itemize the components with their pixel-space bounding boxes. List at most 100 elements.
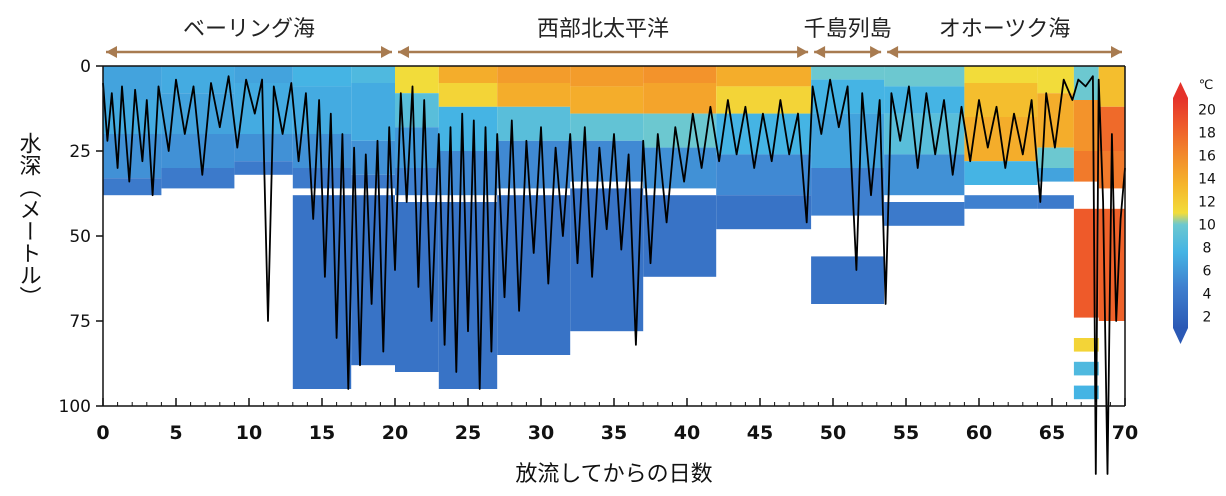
colorbar-bottom-arrow	[1173, 328, 1188, 344]
heatmap-cell	[1073, 361, 1099, 376]
heatmap-cell	[1037, 147, 1074, 168]
depth-trace-line	[102, 75, 1126, 475]
heatmap-cell	[570, 113, 644, 141]
heatmap-cell	[438, 66, 498, 83]
colorbar-tick-label: 18	[1198, 126, 1216, 142]
y-tick-label: 100	[59, 397, 91, 417]
x-tick-label: 25	[455, 422, 481, 444]
y-tick-label: 0	[80, 57, 91, 77]
heatmap-cell	[811, 113, 885, 168]
heatmap-cell	[395, 168, 439, 196]
heatmap-cell	[438, 151, 498, 196]
heatmap-cell	[161, 66, 235, 94]
region-label: ベーリング海	[183, 17, 315, 42]
x-tick-label: 40	[674, 422, 700, 444]
x-tick-label: 20	[382, 422, 408, 444]
heatmap-cell	[1073, 151, 1099, 182]
heatmap-cell	[964, 83, 1038, 117]
region-arrowhead-right	[870, 46, 882, 58]
heatmap-cell	[716, 154, 812, 196]
colorbar-tick-label: 4	[1203, 287, 1212, 303]
heatmap-cell	[351, 66, 395, 83]
heatmap-cell	[570, 86, 644, 114]
colorbar-tick-label: 16	[1198, 149, 1216, 165]
region-arrowhead-right	[797, 46, 809, 58]
axes: 0 5 10 15 20 25 30 35 40 45 50 55 60 65 70 0 25 50 75 100	[59, 57, 1139, 444]
heatmap-cell	[1098, 66, 1125, 107]
region-label: 千島列島	[804, 17, 892, 42]
region-arrowhead-right	[1111, 46, 1122, 58]
heatmap-cell	[292, 66, 352, 87]
x-tick-label: 5	[169, 422, 182, 444]
colorbar-tick-label: 6	[1203, 264, 1212, 280]
heatmap-cell	[395, 66, 439, 94]
y-tick-label: 50	[69, 227, 91, 247]
region-arrowhead-left	[106, 46, 117, 58]
x-tick-label: 65	[1039, 422, 1065, 444]
heatmap-cell	[811, 66, 885, 80]
colorbar-tick-label: 2	[1203, 310, 1212, 326]
region-label: 西部北太平洋	[537, 17, 669, 42]
colorbar-top-arrow	[1173, 82, 1188, 98]
heatmap-cell	[964, 66, 1038, 83]
x-tick-label: 30	[528, 422, 554, 444]
y-tick-label: 75	[69, 312, 91, 332]
colorbar-unit: ℃	[1199, 78, 1214, 93]
heatmap-cell	[351, 83, 395, 141]
heatmap-cell	[351, 174, 395, 189]
x-tick-label: 50	[820, 422, 846, 444]
heatmap-cell	[570, 140, 644, 182]
y-tick-label: 25	[69, 142, 91, 162]
heatmap-cell	[643, 83, 717, 114]
heatmap-cell	[884, 202, 965, 226]
heatmap-cell	[716, 66, 812, 87]
heatmap-cell	[438, 106, 498, 151]
x-tick-label: 55	[893, 422, 919, 444]
x-axis-title: 放流してからの日数	[515, 462, 712, 487]
heatmap-cell	[497, 66, 571, 83]
heatmap-cell	[716, 195, 812, 230]
heatmap-cell	[1073, 338, 1099, 352]
heatmap-cell	[497, 83, 571, 107]
region-label: オホーツク海	[939, 17, 1071, 42]
x-tick-label: 35	[601, 422, 627, 444]
colorbar: ℃ 2 4 6 8 10 12 14 16 18 20	[1173, 78, 1216, 344]
region-arrowhead-right	[381, 46, 392, 58]
heatmap-cell	[716, 86, 812, 114]
x-tick-label: 15	[309, 422, 335, 444]
colorbar-tick-label: 14	[1198, 172, 1216, 188]
colorbar-tick-label: 10	[1198, 218, 1216, 234]
heatmap-cell	[570, 66, 644, 87]
heatmap-cell	[497, 106, 571, 141]
x-tick-label: 70	[1112, 422, 1138, 444]
x-tick-label: 10	[236, 422, 262, 444]
heatmap-cell	[811, 256, 885, 304]
heatmap-cell	[1037, 168, 1074, 182]
heatmap-cell	[643, 66, 717, 83]
heatmap-cell	[103, 178, 162, 196]
colorbar-tick-label: 12	[1198, 195, 1216, 211]
heatmap-cell	[964, 161, 1038, 185]
heatmap-cell	[884, 113, 965, 155]
y-axis-title: 水深（メートル）	[16, 132, 42, 308]
colorbar-tick-label: 8	[1203, 241, 1212, 257]
region-arrowhead-left	[814, 46, 826, 58]
heatmap-cell	[395, 127, 439, 168]
colorbar-tick-label: 20	[1198, 103, 1216, 119]
region-annotations: ベーリング海 西部北太平洋 千島列島 オホーツク海	[106, 17, 1122, 58]
heatmap-cell	[1073, 100, 1099, 151]
heatmap-cell	[292, 195, 352, 389]
colorbar-gradient	[1173, 98, 1188, 328]
x-tick-label: 45	[747, 422, 773, 444]
region-arrowhead-left	[398, 46, 409, 58]
region-arrowhead-left	[887, 46, 899, 58]
heatmap-cell	[884, 66, 965, 87]
heatmap-cell	[1037, 195, 1074, 209]
heatmap-cell	[234, 66, 293, 83]
depth-trace	[102, 75, 1126, 475]
heatmap-cell	[964, 195, 1038, 209]
x-tick-label: 0	[96, 422, 109, 444]
heatmap-cell	[161, 168, 235, 189]
